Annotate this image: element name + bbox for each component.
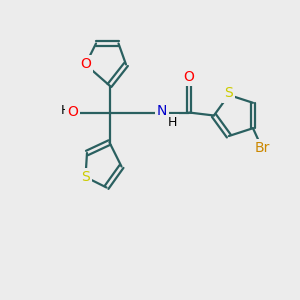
- Text: O: O: [80, 58, 91, 71]
- Text: Br: Br: [254, 141, 270, 155]
- Text: S: S: [81, 170, 90, 184]
- Text: O: O: [184, 70, 194, 84]
- Text: H: H: [61, 104, 70, 118]
- Text: H: H: [168, 116, 177, 130]
- Text: N: N: [157, 104, 167, 118]
- Text: O: O: [67, 106, 78, 119]
- Text: S: S: [224, 86, 233, 100]
